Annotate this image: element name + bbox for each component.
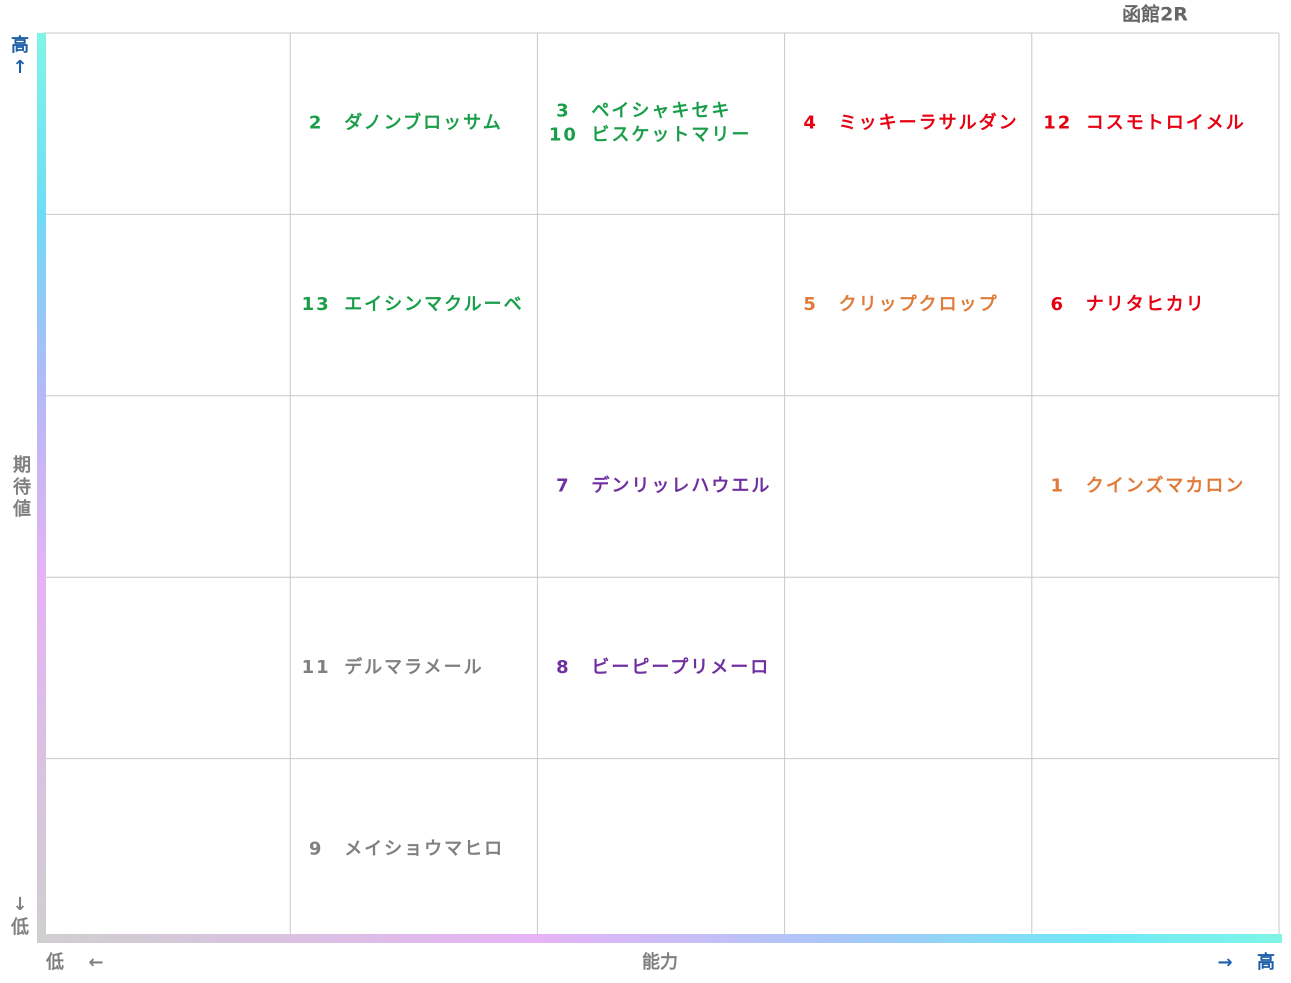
horse-number: 13 [302, 294, 331, 315]
horse-number: 10 [549, 125, 578, 146]
horse-number: 7 [556, 476, 571, 497]
horse-number: 3 [556, 101, 571, 122]
horse-number: 6 [1051, 294, 1066, 315]
horse-name: メイショウマヒロ [344, 838, 504, 859]
horse-number: 1 [1051, 476, 1066, 497]
horse-number: 9 [309, 838, 324, 859]
horse-name: ダノンブロッサム [344, 112, 503, 134]
horse-number: 2 [309, 113, 324, 134]
grid: 2 ダノンブロッサム 3 ペイシャキセキ 10 ビスケットマリー 4 ミッキーラサルダン 12 コ… [42, 32, 1280, 941]
x-label: 能力 [642, 951, 678, 973]
horse-number: 12 [1043, 113, 1072, 134]
horse-name: ビスケットマリー [591, 125, 751, 146]
x-low: 低 [45, 951, 64, 973]
x-low-arrow: ← [88, 952, 103, 973]
x-high: 高 [1257, 951, 1275, 973]
title: 函館2R [1122, 3, 1188, 26]
horse-name: ナリタヒカリ [1086, 294, 1206, 315]
horse-name: コスモトロイメル [1086, 113, 1246, 134]
y-high-arrow: ↑ [12, 57, 27, 78]
horse-number: 11 [302, 657, 331, 678]
horse-name: クリップクロップ [839, 293, 999, 315]
y-low-arrow: ↓ [12, 894, 27, 915]
horse-name: クインズマカロン [1086, 475, 1246, 497]
horse-number: 4 [803, 113, 818, 134]
horse-number: 8 [556, 657, 571, 678]
horse-number: 5 [803, 294, 818, 315]
y-label: 期待値 [10, 455, 32, 521]
y-axis-bar [37, 33, 46, 943]
horse-name: デンリッレハウエル [591, 475, 771, 497]
horse-name: エイシンマクルーベ [344, 294, 523, 315]
y-low: 低 [10, 916, 29, 938]
y-high: 高 [11, 34, 29, 56]
horse-name: ペイシャキセキ [591, 101, 731, 122]
x-axis-bar [37, 934, 1282, 943]
horse-name: デルマラメール [344, 656, 483, 678]
horse-name: ミッキーラサルダン [839, 112, 1019, 134]
x-high-arrow: → [1217, 952, 1232, 973]
horse-name: ビーピープリメーロ [591, 656, 770, 678]
